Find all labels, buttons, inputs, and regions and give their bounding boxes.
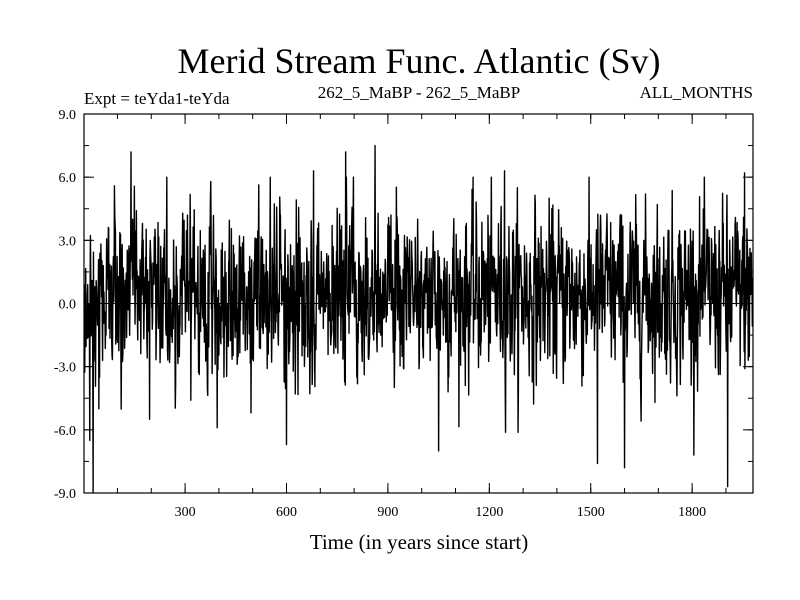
period-label: 262_5_MaBP - 262_5_MaBP [318,83,520,102]
x-tick-label: 300 [175,505,196,520]
y-tick-label: -9.0 [54,487,76,502]
y-tick-label: -6.0 [54,424,76,439]
y-tick-label: 6.0 [59,171,77,186]
y-tick-label: 0.0 [59,298,77,313]
x-axis-label: Time (in years since start) [310,530,529,554]
x-tick-label: 1200 [475,505,503,520]
plot-area [84,144,753,493]
y-tick-label: 3.0 [59,234,77,249]
months-label: ALL_MONTHS [640,83,753,102]
data-series-line [84,144,753,493]
experiment-label: Expt = teYda1-teYda [84,89,230,108]
y-tick-label: -3.0 [54,361,76,376]
x-tick-label: 1500 [577,505,605,520]
x-tick-label: 600 [276,505,297,520]
y-tick-label: 9.0 [59,108,77,123]
chart-title: Merid Stream Func. Atlantic (Sv) [178,41,661,81]
axes: -9.0 -6.0 -3.0 0.0 3.0 6.0 9.0 300 600 900 1200 150… [54,108,754,520]
x-tick-label: 900 [377,505,398,520]
x-tick-label: 1800 [678,505,706,520]
